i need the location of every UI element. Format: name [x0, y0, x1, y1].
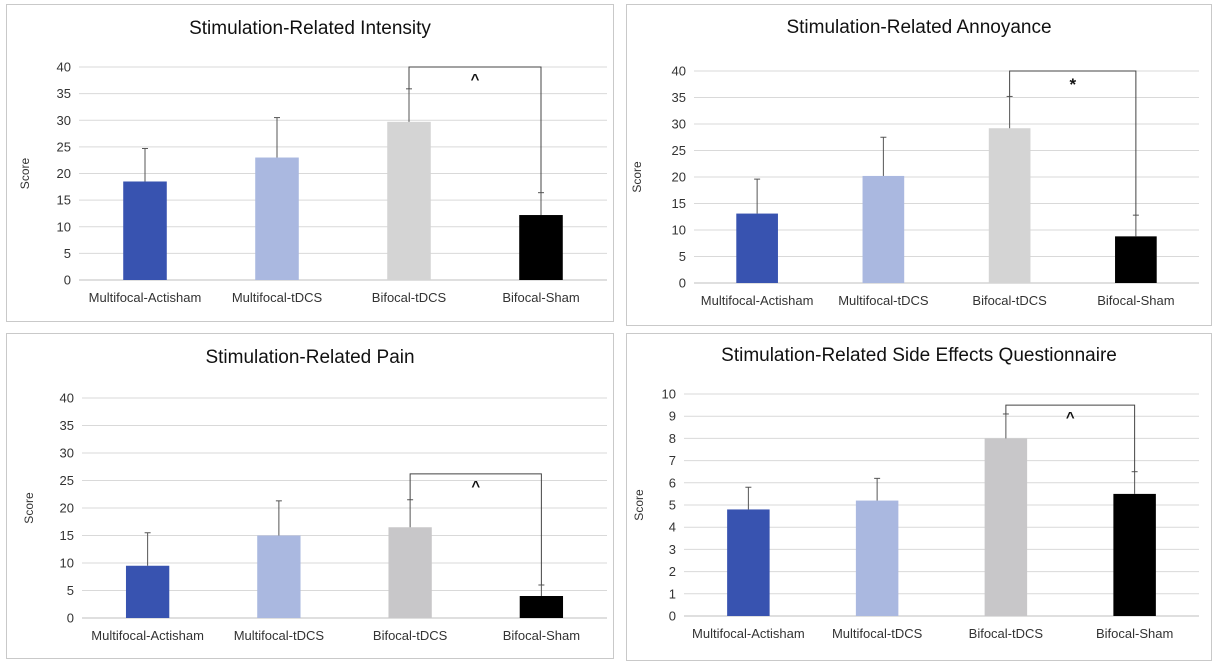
chart-title: Stimulation-Related Annoyance — [786, 17, 1052, 38]
x-tick-label: Bifocal-tDCS — [372, 290, 447, 305]
chart-panel-side-effects: Stimulation-Related Side Effects Questio… — [626, 333, 1212, 661]
bar-1 — [727, 509, 770, 616]
chart-plot: 0 5 10 15 20 25 30 35 40 Score Multifocal-Actisham… — [22, 391, 607, 643]
chart-panel-pain: Stimulation-Related Pain 0 5 10 15 20 25 30 35 4… — [6, 333, 614, 659]
y-tick-label: 4 — [669, 520, 676, 535]
x-tick-label: Multifocal-Actisham — [89, 290, 202, 305]
y-tick-label: 15 — [672, 196, 686, 211]
y-axis-label: Score — [632, 489, 646, 521]
chart-panel-intensity: Stimulation-Related Intensity 0 5 10 15 20 25… — [6, 4, 614, 322]
bar-1 — [736, 213, 778, 283]
chart-title: Stimulation-Related Intensity — [189, 18, 431, 39]
y-tick-label: 40 — [57, 60, 71, 75]
y-tick-label: 25 — [672, 143, 686, 158]
y-tick-label: 10 — [672, 223, 686, 238]
significance-bracket — [1005, 404, 1136, 472]
y-tick-label: 15 — [60, 528, 74, 543]
x-tick-label: Multifocal-Actisham — [692, 626, 805, 641]
significance-bracket — [409, 473, 542, 585]
chart-title: Stimulation-Related Pain — [205, 347, 415, 368]
y-tick-label: 3 — [669, 542, 676, 557]
y-tick-label: 5 — [669, 498, 676, 513]
bar-1 — [123, 181, 167, 280]
bar-3 — [387, 121, 431, 280]
bar-2 — [255, 157, 299, 280]
y-tick-label: 5 — [679, 249, 686, 264]
bar-4 — [1113, 493, 1156, 616]
x-tick-label: Bifocal-Sham — [502, 290, 579, 305]
y-tick-label: 35 — [57, 86, 71, 101]
y-axis-label: Score — [630, 161, 644, 193]
bar-3 — [388, 527, 432, 618]
chart-plot: 0 5 10 15 20 25 30 35 40 Score Multifocal-Actisham… — [630, 64, 1199, 308]
y-tick-label: 5 — [67, 583, 74, 598]
y-tick-label: 25 — [57, 139, 71, 154]
chart-plot: 0 1 2 3 4 5 6 7 8 9 10 Score Multifocal-Actisham Mult… — [632, 387, 1199, 641]
bar-3 — [984, 438, 1028, 616]
y-axis-label: Score — [22, 492, 36, 524]
y-tick-label: 25 — [60, 473, 74, 488]
x-tick-label: Bifocal-Sham — [1096, 626, 1173, 641]
y-tick-label: 30 — [672, 117, 686, 132]
chart-plot: 0 5 10 15 20 25 30 35 40 Score Multifocal-Actisham… — [18, 60, 607, 305]
y-tick-label: 30 — [57, 113, 71, 128]
bar-3 — [988, 128, 1031, 283]
y-tick-label: 40 — [60, 391, 74, 406]
chart-panel-annoyance: Stimulation-Related Annoyance 0 5 10 15 20 25… — [626, 4, 1212, 326]
bar-2 — [855, 500, 899, 616]
y-axis-label: Score — [18, 158, 32, 190]
y-tick-label: 7 — [669, 453, 676, 468]
y-tick-label: 2 — [669, 564, 676, 579]
significance-label: ^ — [471, 478, 480, 495]
y-tick-label: 9 — [669, 409, 676, 424]
x-tick-label: Bifocal-tDCS — [373, 628, 448, 643]
y-tick-label: 30 — [60, 446, 74, 461]
x-tick-label: Bifocal-Sham — [1097, 293, 1174, 308]
significance-bracket — [408, 66, 542, 193]
y-tick-label: 0 — [679, 276, 686, 291]
significance-label: * — [1069, 75, 1076, 94]
y-tick-label: 40 — [672, 64, 686, 79]
bar-4 — [519, 596, 564, 618]
y-tick-label: 20 — [57, 166, 71, 181]
x-tick-label: Multifocal-Actisham — [701, 293, 814, 308]
chart-title: Stimulation-Related Side Effects Questio… — [721, 345, 1117, 366]
y-tick-label: 1 — [669, 586, 676, 601]
significance-bracket — [1009, 70, 1137, 216]
x-tick-label: Bifocal-tDCS — [972, 293, 1047, 308]
x-tick-label: Multifocal-Actisham — [91, 628, 204, 643]
y-tick-label: 0 — [67, 611, 74, 626]
significance-label: ^ — [471, 71, 480, 88]
y-tick-label: 20 — [672, 170, 686, 185]
y-tick-label: 10 — [662, 387, 676, 402]
bar-1 — [125, 565, 170, 618]
bar-2 — [257, 535, 301, 618]
y-tick-label: 5 — [64, 246, 71, 261]
bar-4 — [1115, 236, 1157, 283]
y-tick-label: 20 — [60, 501, 74, 516]
y-tick-label: 35 — [60, 418, 74, 433]
x-tick-label: Bifocal-Sham — [503, 628, 580, 643]
y-tick-label: 6 — [669, 475, 676, 490]
x-tick-label: Multifocal-tDCS — [838, 293, 929, 308]
y-tick-label: 35 — [672, 90, 686, 105]
significance-label: ^ — [1066, 409, 1075, 426]
bar-4 — [519, 215, 563, 280]
y-tick-label: 15 — [57, 193, 71, 208]
x-tick-label: Multifocal-tDCS — [232, 290, 323, 305]
y-tick-label: 10 — [57, 219, 71, 234]
y-tick-label: 0 — [64, 273, 71, 288]
y-tick-label: 10 — [60, 556, 74, 571]
x-tick-label: Bifocal-tDCS — [969, 626, 1044, 641]
bar-2 — [862, 175, 905, 283]
x-tick-label: Multifocal-tDCS — [832, 626, 923, 641]
x-tick-label: Multifocal-tDCS — [234, 628, 325, 643]
y-tick-label: 8 — [669, 431, 676, 446]
y-tick-label: 0 — [669, 609, 676, 624]
